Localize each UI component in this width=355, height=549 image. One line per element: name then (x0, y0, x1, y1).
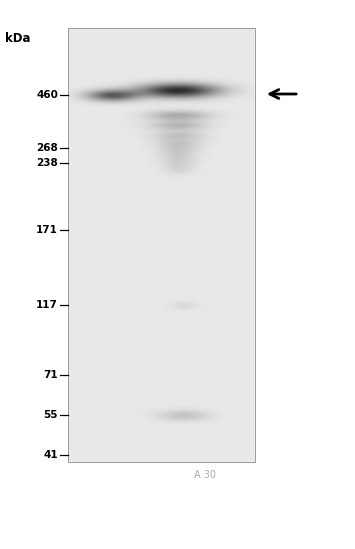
Text: A 30: A 30 (194, 470, 216, 480)
Text: 171: 171 (36, 225, 58, 235)
Bar (68, 28, 255, 462)
Text: 117: 117 (36, 300, 58, 310)
Text: 41: 41 (43, 450, 58, 460)
Text: 238: 238 (36, 158, 58, 168)
Text: 268: 268 (36, 143, 58, 153)
Text: 71: 71 (43, 370, 58, 380)
Text: 460: 460 (36, 90, 58, 100)
Text: kDa: kDa (5, 31, 31, 44)
Text: 55: 55 (44, 410, 58, 420)
